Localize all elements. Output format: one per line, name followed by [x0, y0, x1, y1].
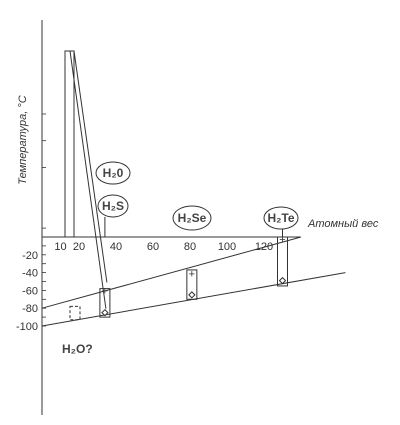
y-tick-labels: -20 -40 -60 -80 -100 — [16, 250, 38, 333]
y-tick-label: -80 — [22, 303, 38, 315]
points: + + + — [101, 234, 287, 317]
x-axis-title: Атомный вес — [307, 218, 379, 230]
melting-point-marker — [101, 308, 109, 317]
melting-point-marker — [278, 276, 287, 285]
boiling-point-marker: + — [279, 234, 285, 246]
compound-label: H₂Se — [178, 211, 207, 225]
compound-ellipse — [263, 206, 299, 230]
prediction-box — [69, 305, 81, 321]
compound-label: H₂Te — [267, 211, 294, 225]
y-tick-label: -40 — [22, 268, 38, 280]
melting-point-marker — [188, 291, 196, 299]
compound-labels: H₂0 H₂S H₂Se H₂Te — [95, 161, 299, 237]
range-box — [99, 288, 111, 318]
connector-line — [73, 50, 108, 283]
water-range-bar — [64, 50, 75, 238]
x-tick-label: 20 — [73, 241, 85, 253]
prediction: H₂O? — [62, 305, 93, 356]
y-tick-label: -60 — [22, 285, 38, 297]
range-box — [186, 269, 198, 300]
water-bar — [64, 50, 75, 238]
connector-line — [69, 50, 107, 309]
y-tick-label: -20 — [22, 250, 38, 262]
trend-line — [41, 236, 302, 309]
compound-label: H₂S — [102, 199, 124, 213]
prediction-label: H₂O? — [62, 342, 93, 356]
x-tick-labels: 1020406080100120 — [54, 241, 273, 253]
x-tick-label: 100 — [218, 241, 236, 253]
x-tick-label: 40 — [110, 241, 122, 253]
boiling-point-marker: + — [102, 285, 108, 297]
compound-ellipse — [172, 205, 212, 231]
y-minor-ticks — [42, 113, 46, 327]
compound-ellipse — [95, 161, 131, 185]
y-tick-label: -100 — [16, 321, 38, 333]
x-tick-label: 10 — [54, 241, 66, 253]
compound-ellipse — [97, 194, 129, 218]
x-tick-label: 80 — [184, 241, 196, 253]
y-axis-title: Температура, °С — [17, 95, 29, 184]
x-tick-label: 60 — [147, 241, 159, 253]
axes — [41, 20, 300, 415]
connectors — [69, 50, 108, 309]
boiling-point-marker: + — [189, 268, 195, 280]
compound-label: H₂0 — [103, 166, 124, 180]
